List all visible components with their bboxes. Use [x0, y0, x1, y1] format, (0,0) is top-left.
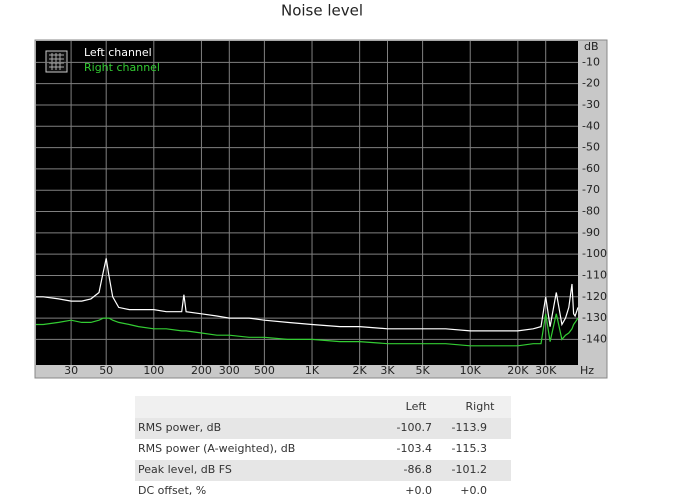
x-tick-label: 2K [353, 364, 368, 377]
table-value: +0.0 [460, 484, 487, 497]
y-tick-label: -60 [582, 162, 600, 175]
table-header: Left [406, 400, 427, 413]
x-tick-label: 200 [191, 364, 212, 377]
legend-label: Right channel [84, 61, 160, 74]
y-tick-label: -10 [582, 55, 600, 68]
table-label: DC offset, % [138, 484, 206, 497]
y-tick-label: -70 [582, 183, 600, 196]
y-tick-label: -30 [582, 98, 600, 111]
y-tick-label: -140 [582, 332, 607, 345]
table-value: +0.0 [405, 484, 432, 497]
y-tick-label: -50 [582, 141, 600, 154]
table-row [135, 481, 511, 502]
table-value: -103.4 [397, 442, 432, 455]
table-label: RMS power (A-weighted), dB [138, 442, 295, 455]
y-tick-label: -110 [582, 268, 607, 281]
table-value: -115.3 [452, 442, 487, 455]
table-value: -86.8 [404, 463, 432, 476]
table-value: -101.2 [452, 463, 487, 476]
chart-title: Noise level [281, 2, 363, 20]
y-axis-label: dB [584, 40, 599, 53]
y-tick-label: -120 [582, 290, 607, 303]
y-tick-label: -130 [582, 311, 607, 324]
table-label: Peak level, dB FS [138, 463, 232, 476]
y-tick-label: -40 [582, 119, 600, 132]
legend-icon-grid [49, 53, 64, 70]
x-tick-label: 500 [254, 364, 275, 377]
y-tick-label: -80 [582, 205, 600, 218]
x-tick-label: 5K [415, 364, 430, 377]
series-line [36, 313, 579, 347]
table-value: -113.9 [452, 421, 487, 434]
table-header: Right [466, 400, 496, 413]
x-tick-label: 300 [219, 364, 240, 377]
y-tick-label: -20 [582, 77, 600, 90]
y-tick-label: -90 [582, 226, 600, 239]
table-row [135, 418, 511, 439]
x-tick-label: 10K [460, 364, 482, 377]
legend-label: Left channel [84, 46, 152, 59]
x-tick-label: 1K [305, 364, 320, 377]
x-tick-label: 20K [507, 364, 529, 377]
x-axis-label: Hz [580, 364, 594, 377]
y-tick-label: -100 [582, 247, 607, 260]
x-tick-label: 100 [143, 364, 164, 377]
series-line [36, 258, 579, 332]
x-tick-label: 3K [380, 364, 395, 377]
x-tick-label: 30 [64, 364, 78, 377]
table-label: RMS power, dB [138, 421, 221, 434]
table-value: -100.7 [397, 421, 432, 434]
plot-area [36, 41, 578, 365]
table-row [135, 460, 511, 481]
table-row [135, 439, 511, 460]
stats-table: Left Right RMS power, dB -100.7 -113.9 RMS po… [135, 396, 511, 502]
x-tick-label: 50 [99, 364, 113, 377]
legend [45, 50, 68, 73]
x-tick-label: 30K [535, 364, 557, 377]
